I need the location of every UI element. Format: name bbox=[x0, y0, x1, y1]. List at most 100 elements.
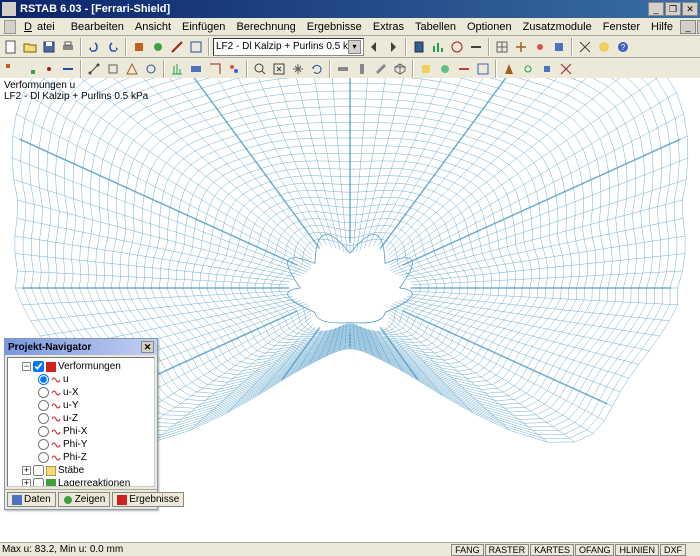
tree-sibling[interactable]: + Stäbe bbox=[10, 464, 152, 477]
iso-view-icon[interactable] bbox=[391, 60, 409, 78]
tool-icon[interactable] bbox=[455, 60, 473, 78]
tool-icon[interactable] bbox=[417, 60, 435, 78]
tool-icon[interactable] bbox=[104, 60, 122, 78]
close-button[interactable]: ✕ bbox=[682, 2, 698, 16]
tree-radio[interactable] bbox=[38, 387, 49, 398]
tool-icon[interactable] bbox=[512, 38, 530, 56]
tab-zeigen[interactable]: Zeigen bbox=[58, 492, 111, 507]
tool-icon[interactable] bbox=[21, 60, 39, 78]
tree-item[interactable]: Phi-Z bbox=[10, 451, 152, 464]
tree-root[interactable]: − Verformungen bbox=[10, 360, 152, 373]
tree-checkbox[interactable] bbox=[33, 361, 44, 372]
tool-icon[interactable] bbox=[187, 38, 205, 56]
prev-icon[interactable] bbox=[365, 38, 383, 56]
tab-ergebnisse[interactable]: Ergebnisse bbox=[112, 492, 184, 507]
calculate-icon[interactable] bbox=[410, 38, 428, 56]
tool-icon[interactable] bbox=[474, 60, 492, 78]
tool-icon[interactable] bbox=[595, 38, 613, 56]
menu-bearbeiten[interactable]: Bearbeiten bbox=[66, 19, 129, 35]
next-icon[interactable] bbox=[384, 38, 402, 56]
save-icon[interactable] bbox=[40, 38, 58, 56]
menu-zusatzmodule[interactable]: Zusatzmodule bbox=[518, 19, 597, 35]
tree-checkbox[interactable] bbox=[33, 465, 44, 476]
menu-fenster[interactable]: Fenster bbox=[598, 19, 645, 35]
menu-ansicht[interactable]: Ansicht bbox=[130, 19, 176, 35]
rotate-icon[interactable] bbox=[308, 60, 326, 78]
tree-radio[interactable] bbox=[38, 374, 49, 385]
view-icon[interactable] bbox=[353, 60, 371, 78]
tree-item[interactable]: u-Z bbox=[10, 412, 152, 425]
tool-icon[interactable] bbox=[500, 60, 518, 78]
status-tab-dxf[interactable]: DXF bbox=[660, 544, 686, 556]
tool-icon[interactable] bbox=[187, 60, 205, 78]
zoom-icon[interactable] bbox=[251, 60, 269, 78]
tree-radio[interactable] bbox=[38, 439, 49, 450]
status-tab-raster[interactable]: RASTER bbox=[485, 544, 530, 556]
menu-extras[interactable]: Extras bbox=[368, 19, 409, 35]
status-tab-fang[interactable]: FANG bbox=[451, 544, 484, 556]
results-icon[interactable] bbox=[429, 38, 447, 56]
tree-radio[interactable] bbox=[38, 400, 49, 411]
expand-icon[interactable]: + bbox=[22, 479, 31, 487]
minimize-button[interactable]: _ bbox=[648, 2, 664, 16]
tool-icon[interactable] bbox=[206, 60, 224, 78]
navigator-titlebar[interactable]: Projekt-Navigator ✕ bbox=[5, 339, 157, 355]
tree-radio[interactable] bbox=[38, 452, 49, 463]
tree-radio[interactable] bbox=[38, 426, 49, 437]
menu-datei[interactable]: Datei bbox=[19, 19, 65, 35]
tree-item[interactable]: Phi-Y bbox=[10, 438, 152, 451]
tool-icon[interactable] bbox=[168, 38, 186, 56]
redo-icon[interactable] bbox=[104, 38, 122, 56]
tool-icon[interactable] bbox=[519, 60, 537, 78]
collapse-icon[interactable]: − bbox=[22, 362, 31, 371]
pan-icon[interactable] bbox=[289, 60, 307, 78]
tree-item[interactable]: u-X bbox=[10, 386, 152, 399]
tree-item[interactable]: u-Y bbox=[10, 399, 152, 412]
status-tab-ofang[interactable]: OFANG bbox=[575, 544, 615, 556]
expand-icon[interactable]: + bbox=[22, 466, 31, 475]
tab-daten[interactable]: Daten bbox=[7, 492, 56, 507]
tool-icon[interactable] bbox=[40, 60, 58, 78]
tree-item[interactable]: u bbox=[10, 373, 152, 386]
tree-sibling[interactable]: + Lagerreaktionen bbox=[10, 477, 152, 487]
status-tab-hlinien[interactable]: HLINIEN bbox=[615, 544, 659, 556]
undo-icon[interactable] bbox=[85, 38, 103, 56]
menu-ergebnisse[interactable]: Ergebnisse bbox=[302, 19, 367, 35]
menu-berechnung[interactable]: Berechnung bbox=[231, 19, 300, 35]
tree-checkbox[interactable] bbox=[33, 478, 44, 487]
tool-icon[interactable] bbox=[59, 60, 77, 78]
maximize-button[interactable]: ❐ bbox=[665, 2, 681, 16]
status-tab-kartes[interactable]: KARTES bbox=[530, 544, 574, 556]
tool-icon[interactable] bbox=[436, 60, 454, 78]
tool-icon[interactable] bbox=[2, 60, 20, 78]
chevron-down-icon[interactable]: ▾ bbox=[348, 40, 361, 54]
view-icon[interactable] bbox=[372, 60, 390, 78]
tree-radio[interactable] bbox=[38, 413, 49, 424]
navigator-close-icon[interactable]: ✕ bbox=[141, 341, 154, 353]
tool-icon[interactable] bbox=[142, 60, 160, 78]
tool-icon[interactable] bbox=[448, 38, 466, 56]
help-icon[interactable]: ? bbox=[614, 38, 632, 56]
tool-icon[interactable] bbox=[168, 60, 186, 78]
loadcase-combo[interactable]: LF2 - Dl Kalzip + Purlins 0.5 k ▾ bbox=[213, 38, 364, 56]
menu-einfuegen[interactable]: Einfügen bbox=[177, 19, 230, 35]
tool-icon[interactable] bbox=[557, 60, 575, 78]
print-icon[interactable] bbox=[59, 38, 77, 56]
tool-icon[interactable] bbox=[225, 60, 243, 78]
tool-icon[interactable] bbox=[467, 38, 485, 56]
tree-item[interactable]: Phi-X bbox=[10, 425, 152, 438]
view-icon[interactable] bbox=[334, 60, 352, 78]
tool-icon[interactable] bbox=[123, 60, 141, 78]
open-icon[interactable] bbox=[21, 38, 39, 56]
menu-optionen[interactable]: Optionen bbox=[462, 19, 517, 35]
tool-icon[interactable] bbox=[538, 60, 556, 78]
tool-icon[interactable] bbox=[85, 60, 103, 78]
mdi-minimize-button[interactable]: _ bbox=[680, 20, 696, 34]
tool-icon[interactable] bbox=[531, 38, 549, 56]
tool-icon[interactable] bbox=[576, 38, 594, 56]
tool-icon[interactable] bbox=[149, 38, 167, 56]
new-icon[interactable] bbox=[2, 38, 20, 56]
tool-icon[interactable] bbox=[493, 38, 511, 56]
menu-hilfe[interactable]: Hilfe bbox=[646, 19, 678, 35]
zoom-extents-icon[interactable] bbox=[270, 60, 288, 78]
